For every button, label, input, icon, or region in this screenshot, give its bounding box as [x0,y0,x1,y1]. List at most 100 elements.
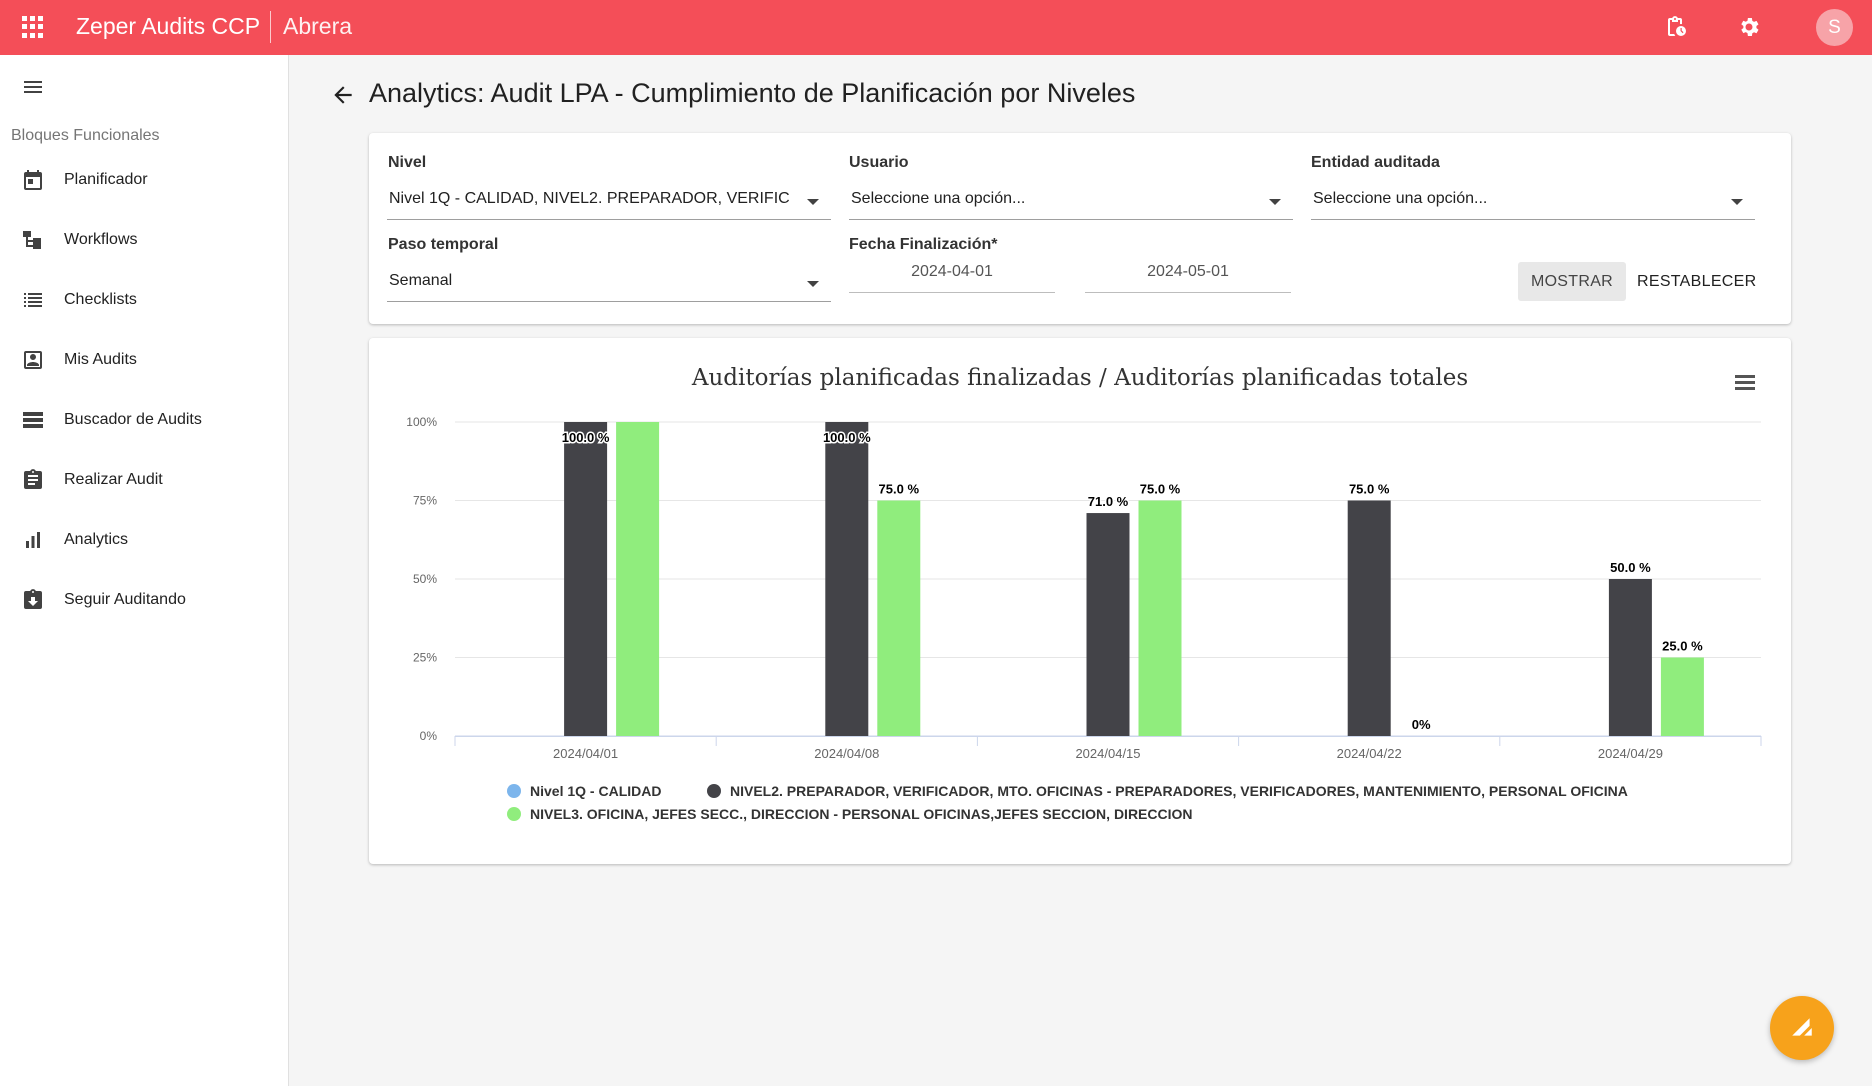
paso-temporal-value: Semanal [389,272,453,289]
chart-title: Auditorías planificadas finalizadas / Au… [691,365,1468,391]
sidebar-item-label: Checklists [64,291,137,308]
data-label: 25.0 % [1662,639,1703,654]
title-divider [270,11,271,43]
bar [564,422,608,736]
sidebar-item-workflows[interactable]: Workflows [0,210,289,270]
storage-list-icon [20,407,46,433]
chart-menu-icon[interactable] [1734,372,1756,392]
sidebar-item-label: Seguir Auditando [64,591,186,608]
sidebar-item-label: Planificador [64,171,148,188]
bar [1347,500,1391,736]
data-label: 50.0 % [1610,560,1651,575]
fecha-finalizacion-label: Fecha Finalización* [849,236,998,253]
sidebar-item-checklists[interactable]: Checklists [0,270,289,330]
sidebar-item-label: Buscador de Audits [64,411,202,428]
chevron-down-icon [1731,199,1743,205]
filters-card: Nivel Nivel 1Q - CALIDAD, NIVEL2. PREPAR… [369,133,1791,324]
sidebar-item-mis-audits[interactable]: Mis Audits [0,330,289,390]
entidad-label: Entidad auditada [1311,154,1440,171]
mostrar-button[interactable]: MOSTRAR [1518,262,1626,301]
fecha-hasta-value: 2024-05-01 [1147,263,1229,280]
gear-icon[interactable] [1737,15,1761,39]
x-tick-label: 2024/04/22 [1337,746,1402,761]
site-name: Abrera [283,13,353,39]
sidebar-item-label: Realizar Audit [64,471,163,488]
avatar[interactable]: S [1816,9,1853,46]
chevron-down-icon [807,199,819,205]
arrow-back-icon[interactable] [330,82,356,108]
bar [616,422,660,736]
apps-icon[interactable] [22,16,44,38]
sidebar-item-planificador[interactable]: Planificador [0,150,289,210]
paso-temporal-label: Paso temporal [388,236,499,253]
x-tick-label: 2024/04/29 [1598,746,1663,761]
chart-card: Auditorías planificadas finalizadas / Au… [369,338,1791,864]
sidebar-item-buscador-de-audits[interactable]: Buscador de Audits [0,390,289,450]
checklist-icon [20,287,46,313]
legend-item: NIVEL3. OFICINA, JEFES SECC., DIRECCION … [530,806,1193,822]
x-tick-label: 2024/04/15 [1075,746,1140,761]
y-tick-label: 50% [413,572,437,586]
legend-item: NIVEL2. PREPARADOR, VERIFICADOR, MTO. OF… [730,783,1628,799]
bar-chart-icon [20,527,46,553]
chevron-down-icon [807,281,819,287]
y-tick-label: 100% [406,415,437,429]
sidebar-item-label: Mis Audits [64,351,137,368]
data-label: 75.0 % [879,482,920,497]
app-title[interactable]: Zeper Audits CCP [76,13,261,39]
sidebar-item-analytics[interactable]: Analytics [0,510,289,570]
data-label: 75.0 % [1349,482,1390,497]
zendesk-icon [1792,1018,1812,1036]
nivel-value: Nivel 1Q - CALIDAD, NIVEL2. PREPARADOR, … [389,190,789,207]
data-label: 100.0 % [823,430,871,445]
paso-temporal-select[interactable]: Semanal [387,264,831,302]
clipboard-clock-icon[interactable] [1664,15,1688,39]
x-tick-label: 2024/04/01 [553,746,618,761]
bar [877,500,921,736]
fecha-hasta-field[interactable]: 2024-05-01 [1085,257,1291,293]
restablecer-button[interactable]: RESTABLECER [1637,273,1757,290]
y-tick-label: 0% [420,729,438,743]
bar-chart: Auditorías planificadas finalizadas / Au… [406,365,1762,822]
legend-marker [507,807,521,821]
menu-icon[interactable] [21,75,45,99]
top-app-bar: Zeper Audits CCP Abrera S [0,0,1872,55]
bar [825,422,869,736]
zendesk-help-button[interactable] [1770,996,1834,1060]
fecha-desde-field[interactable]: 2024-04-01 [849,257,1055,293]
account-box-icon [20,347,46,373]
workflow-icon [20,227,46,253]
assignment-icon [20,467,46,493]
entidad-select[interactable]: Seleccione una opción... [1311,182,1755,220]
x-tick-label: 2024/04/08 [814,746,879,761]
legend-item: Nivel 1Q - CALIDAD [530,783,661,799]
legend-marker [707,784,721,798]
legend-marker [507,784,521,798]
chevron-down-icon [1269,199,1281,205]
data-label: 71.0 % [1088,494,1129,509]
sidebar: Bloques Funcionales Planificador Workflo… [0,55,289,1086]
page-title: Analytics: Audit LPA - Cumplimiento de P… [369,78,1136,108]
entidad-value: Seleccione una opción... [1313,190,1488,207]
sidebar-item-label: Workflows [64,231,138,248]
sidebar-item-label: Analytics [64,531,129,548]
nivel-select[interactable]: Nivel 1Q - CALIDAD, NIVEL2. PREPARADOR, … [387,182,831,220]
bar [1608,579,1652,736]
nivel-label: Nivel [388,154,427,171]
sidebar-item-seguir-auditando[interactable]: Seguir Auditando [0,570,289,630]
usuario-value: Seleccione una opción... [851,190,1026,207]
sidebar-item-realizar-audit[interactable]: Realizar Audit [0,450,289,510]
bar [1138,500,1182,736]
data-label: 75.0 % [1140,482,1181,497]
data-label: 100.0 % [562,430,610,445]
assignment-return-icon [20,587,46,613]
sidebar-nav: Planificador Workflows Checklists Mis Au… [0,150,289,630]
y-tick-label: 25% [413,651,437,665]
fecha-desde-value: 2024-04-01 [911,263,993,280]
usuario-select[interactable]: Seleccione una opción... [849,182,1293,220]
bar [1086,513,1130,736]
data-label: 0% [1412,717,1431,732]
y-tick-label: 75% [413,494,437,508]
usuario-label: Usuario [849,154,909,171]
calendar-icon [20,167,46,193]
